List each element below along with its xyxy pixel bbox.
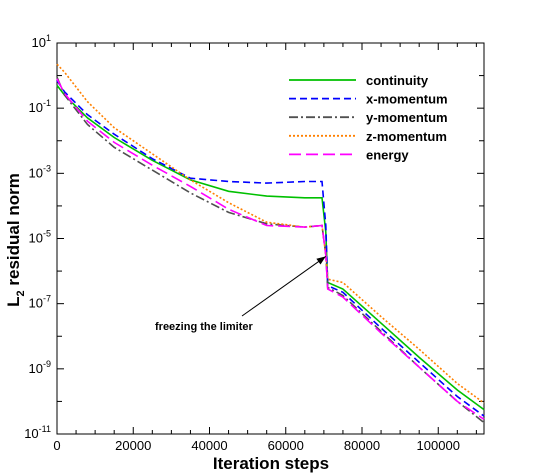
y-axis-label: L2 residual norm bbox=[4, 173, 27, 307]
x-tick-label: 100000 bbox=[417, 438, 460, 453]
y-tick-label: 10-3 bbox=[29, 163, 51, 180]
series-line-continuity bbox=[56, 84, 485, 411]
y-axis-label-text: L2 residual norm bbox=[4, 173, 27, 307]
series-line-x-momentum bbox=[56, 80, 485, 417]
series-line-energy bbox=[56, 78, 485, 420]
legend-label: energy bbox=[366, 147, 409, 162]
annotation-arrow bbox=[241, 256, 327, 317]
series-layer bbox=[56, 63, 485, 424]
y-tick-label: 10-11 bbox=[24, 424, 51, 441]
y-tick-label: 10-5 bbox=[29, 229, 51, 246]
legend-label: z-momentum bbox=[366, 129, 447, 144]
legend: continuity x-momentum y-momentum z-momentum… bbox=[289, 73, 448, 162]
legend-label: y-momentum bbox=[366, 110, 448, 125]
series-line-z-momentum bbox=[56, 63, 485, 404]
annotation-layer: freezing the limiter bbox=[155, 256, 327, 333]
x-axis-label: Iteration steps bbox=[213, 454, 329, 473]
x-tick-label: 0 bbox=[53, 438, 60, 453]
legend-label: x-momentum bbox=[366, 92, 448, 107]
annotation-label: freezing the limiter bbox=[155, 321, 254, 333]
x-tick-label: 40000 bbox=[191, 438, 227, 453]
annotation-arrowhead bbox=[316, 256, 326, 265]
x-tick-label: 20000 bbox=[115, 438, 151, 453]
y-tick-label: 10-7 bbox=[29, 294, 51, 311]
x-tick-label: 80000 bbox=[344, 438, 380, 453]
y-tick-label: 101 bbox=[32, 33, 51, 50]
y-tick-label: 10-9 bbox=[29, 359, 51, 376]
legend-label: continuity bbox=[366, 73, 429, 88]
y-tick-label: 10-1 bbox=[29, 98, 51, 115]
x-tick-label: 60000 bbox=[268, 438, 304, 453]
